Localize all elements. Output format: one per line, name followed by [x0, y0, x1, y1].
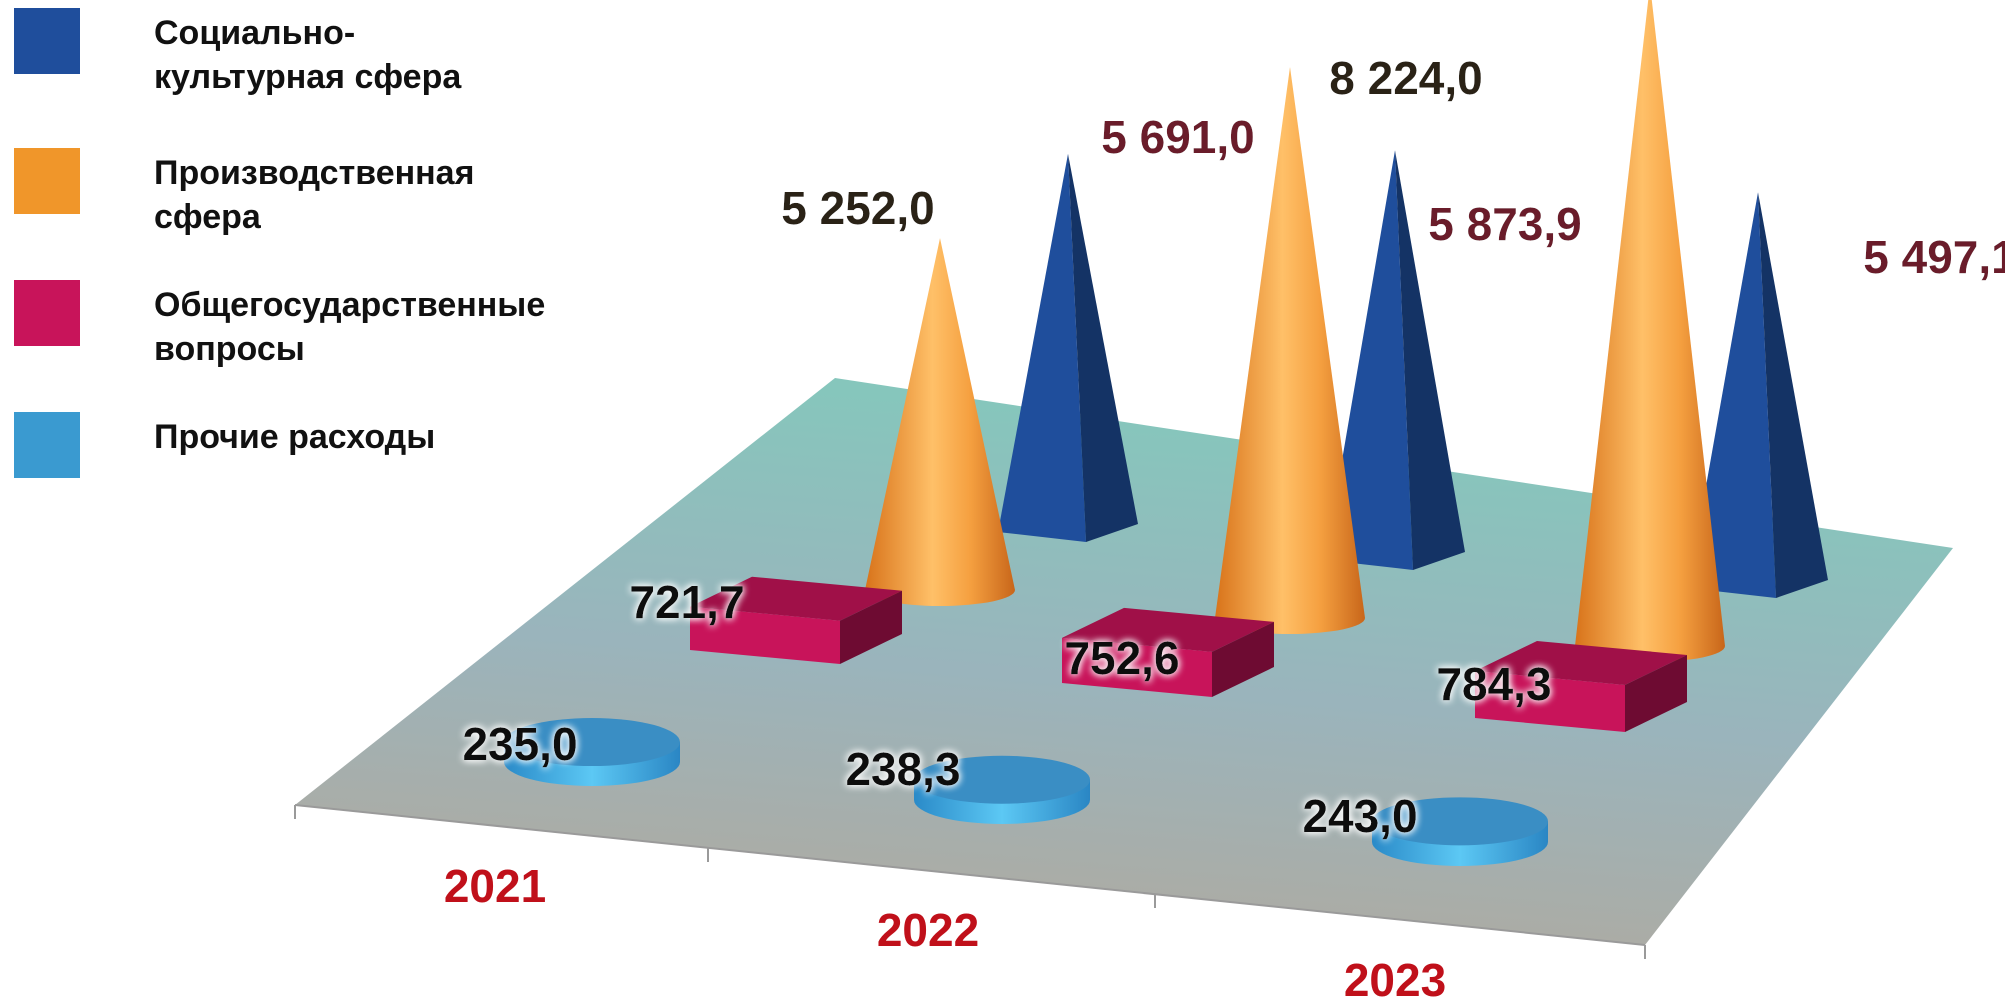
value-labels: 5 252,0 5 691,0 8 224,0 5 497,1 5 873,9 721,7…: [462, 52, 2005, 842]
bar-other: [914, 755, 1090, 804]
legend-label: Социально-культурная сфера: [154, 14, 462, 96]
bar-general-side: [1212, 621, 1274, 697]
x-axis-line: [294, 804, 1646, 946]
bar-production: [865, 238, 1015, 606]
x-axis-ticks: [294, 805, 1646, 959]
bar-production: [1215, 66, 1365, 634]
bar-production: [1575, 0, 1725, 662]
data-label: 238,3: [845, 743, 960, 795]
bar-social-side: [1395, 150, 1465, 571]
bar-general-top: [1475, 640, 1687, 685]
legend-label: Производственная сфера: [154, 154, 474, 236]
x-axis-label: 2023: [1344, 954, 1446, 999]
data-label: 5 252,0: [781, 182, 934, 234]
data-label: 5 873,9: [1428, 198, 1581, 250]
x-axis-label: 2022: [877, 904, 979, 956]
bar-other: [504, 718, 680, 767]
data-label: 235,0: [462, 718, 577, 770]
legend-label: Прочие расходы: [154, 418, 435, 456]
data-label: 752,6: [1064, 632, 1179, 684]
bar-social: [1688, 192, 1776, 598]
data-label: 243,0: [1302, 790, 1417, 842]
bar-social-side: [1758, 192, 1828, 598]
data-label: 784,3: [1436, 658, 1551, 710]
legend-swatch: [14, 148, 80, 214]
bar-general: [1475, 670, 1625, 732]
legend: Социально-культурная сфера Производственн…: [14, 8, 545, 478]
legend-swatch: [14, 412, 80, 478]
legend-swatch: [14, 280, 80, 346]
bar-general: [690, 606, 840, 664]
bar-general-side: [840, 590, 902, 664]
data-label: 5 497,1: [1863, 231, 2005, 283]
data-label: 721,7: [629, 576, 744, 628]
bar-general-side: [1625, 654, 1687, 732]
chart-marks: [504, 0, 1828, 866]
bar-general: [1062, 637, 1212, 697]
data-label: 8 224,0: [1329, 52, 1482, 104]
legend-swatch: [14, 8, 80, 74]
legend-label: Общегосударственные вопросы: [154, 286, 545, 368]
x-axis-labels: 2021 2022 2023: [444, 860, 1446, 999]
data-label: 5 691,0: [1101, 111, 1254, 163]
bar-general-top: [1062, 607, 1274, 652]
bar-general-top: [690, 576, 902, 621]
bar-social: [998, 153, 1086, 542]
bar-social-side: [1068, 153, 1138, 542]
bar-other: [1372, 797, 1548, 846]
bar-social: [1325, 150, 1413, 571]
x-axis-label: 2021: [444, 860, 546, 912]
